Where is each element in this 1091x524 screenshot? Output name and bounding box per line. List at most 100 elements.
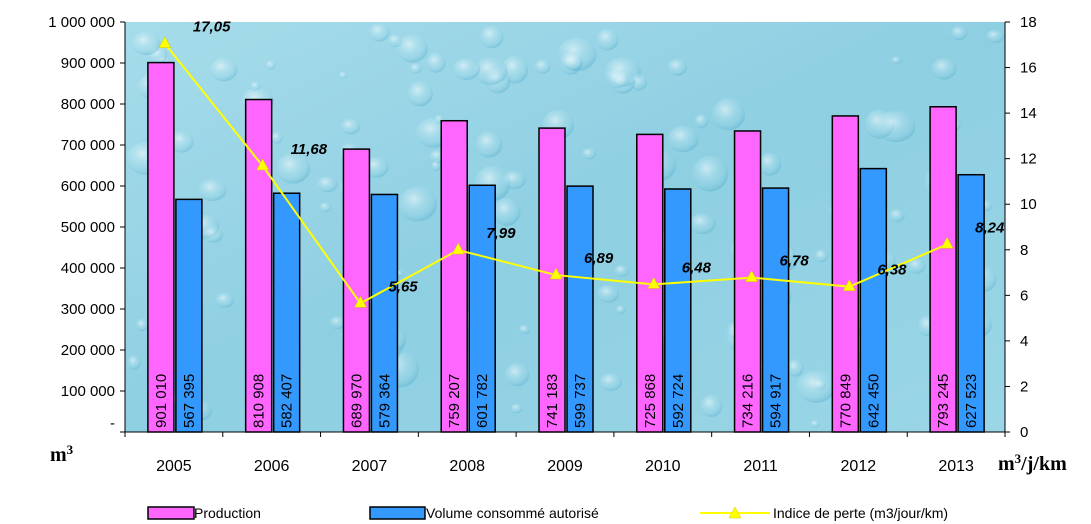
water-drop [209,57,238,82]
water-drop [407,81,433,107]
left-tick-label: 600 000 [61,178,115,195]
water-drop [564,53,584,71]
loss-index-marker [745,270,758,282]
water-drop [215,292,235,308]
loss-index-label: 6,38 [877,262,907,279]
bar-volume [370,193,399,433]
x-tick-label: 2010 [645,458,681,475]
loss-index-marker [842,279,856,291]
water-drop [907,258,926,274]
legend-swatch-volume [369,506,426,520]
water-drop [667,58,687,76]
bar-label-volume: 592 724 [670,374,687,428]
legend-label-production: Production [194,505,261,521]
water-drop [131,31,161,56]
water-drop [319,202,332,213]
legend-label-loss-index: Indice de perte (m3/jour/km) [773,505,948,521]
water-drop [630,74,648,91]
bar-volume [272,192,301,433]
bars-layer [147,61,985,433]
water-drop [198,179,227,202]
water-drop [616,305,626,314]
bar-label-volume: 582 407 [279,374,296,428]
x-axis-ticks: 2005 2006 2007 2008 2009 2010 2011 2012 2013 [124,432,1006,475]
bar-label-production: 901 010 [153,374,170,428]
right-tick-label: 18 [1020,14,1037,31]
water-drop [599,373,623,391]
water-drop [688,213,716,235]
left-tick-label: 400 000 [61,260,115,277]
bar-label-production: 770 849 [837,374,854,428]
x-tick-label: 2012 [841,458,877,475]
x-tick-label: 2008 [449,458,485,475]
legend-marker-loss-index [728,506,742,519]
x-tick-label: 2006 [254,458,290,475]
water-drop [796,370,836,403]
bar-label-production: 734 216 [740,374,757,428]
water-drop [596,28,619,51]
water-drop [136,318,149,332]
left-axis-unit: m3 [50,442,74,467]
left-axis-ticks: - 100 000 200 000 300 000 400 000 500 000 600 … [48,14,125,433]
water-drop [368,23,390,42]
right-tick-label: 6 [1020,287,1028,304]
legend-label-volume: Volume consommé autorisé [426,505,599,521]
loss-index-label: 11,68 [291,141,328,158]
bar-production [440,119,468,433]
right-tick-label: 12 [1020,151,1037,168]
water-drop [396,34,428,63]
water-drop [492,197,521,226]
loss-index-marker [647,276,661,289]
water-drop [475,131,503,158]
right-tick-label: 10 [1020,196,1037,213]
loss-index-label: 6,48 [682,259,712,276]
water-drop [265,60,276,70]
loss-index-label: 7,99 [486,225,516,242]
bar-production [342,148,371,433]
water-drop [889,209,905,222]
loss-index-marker [549,267,563,280]
legend-item-production: Production [147,505,261,521]
right-tick-label: 14 [1020,105,1037,122]
bar-volume [175,198,203,433]
legend: Production Volume consommé autorisé Indi… [147,505,948,521]
loss-index-label: 6,78 [780,253,810,270]
loss-index-marker [451,242,465,255]
bar-label-production: 725 868 [642,374,659,428]
water-drop [426,52,446,73]
bar-production [244,98,273,433]
legend-item-loss-index: Indice de perte (m3/jour/km) [700,505,948,521]
legend-swatch-production [147,506,195,520]
left-tick-label: 200 000 [61,342,115,359]
loss-index-line-layer: 17,05 11,68 5,65 7,99 6,89 6,48 6,78 6,38 8,24 [158,19,1005,308]
water-drop [510,403,523,414]
x-tick-label: 2009 [547,458,583,475]
water-drop [480,25,504,49]
water-drop [786,359,804,377]
bar-label-volume: 627 523 [963,374,980,428]
water-drop [810,420,820,428]
right-axis-ticks: 0 2 4 6 8 10 12 14 16 18 [1005,14,1037,441]
bar-label-production: 741 183 [544,374,561,428]
water-drop [814,249,829,263]
loss-index-marker [354,295,367,308]
bar-production [831,115,860,433]
left-tick-label: 100 000 [61,383,115,400]
water-drop [891,56,902,65]
bar-label-volume: 599 737 [572,374,589,428]
bar-label-volume: 642 450 [865,374,882,428]
water-drop [431,160,441,171]
water-drop [452,58,481,80]
water-drop [712,98,745,131]
water-drop [338,71,348,79]
bar-label-production: 810 908 [251,374,268,428]
water-drop [202,226,223,243]
bar-label-production: 689 970 [348,374,365,428]
water-drop [409,63,422,74]
left-tick-label: 900 000 [61,55,115,72]
left-tick-label: 300 000 [61,301,115,318]
water-drop [597,284,619,303]
bar-volume [664,188,692,433]
water-drop [316,176,338,193]
x-tick-label: 2013 [938,458,974,475]
